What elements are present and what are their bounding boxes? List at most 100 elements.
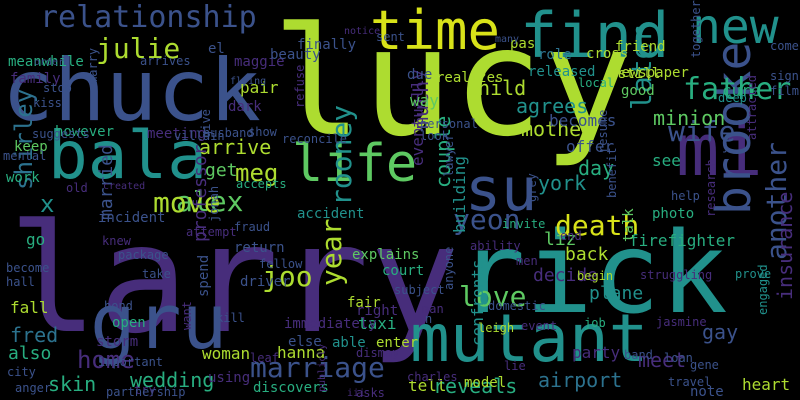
- word-minion: minion: [653, 106, 726, 130]
- word-stop: stop: [43, 81, 72, 95]
- word-back: back: [565, 244, 609, 265]
- word-want: want: [180, 301, 194, 330]
- word-pas: pas: [510, 36, 536, 52]
- word-hall: hall: [6, 275, 35, 289]
- word-reveals: reveals: [433, 374, 518, 398]
- word-enter: enter: [376, 335, 419, 351]
- word-family: family: [10, 71, 61, 87]
- word-lie: lie: [504, 359, 526, 373]
- word-cure: cure: [722, 81, 761, 100]
- word-travel: travel: [668, 375, 712, 389]
- word-personal: personal: [420, 117, 478, 131]
- word-order: order: [34, 57, 65, 68]
- word-attempt: attempt: [186, 225, 237, 239]
- word-fellow: fellow: [259, 257, 303, 271]
- word-loan: loan: [664, 351, 693, 365]
- word-begin: begin: [577, 269, 614, 283]
- word-however: however: [55, 124, 115, 140]
- word-prove: prove: [735, 267, 772, 281]
- word-maggie: maggie: [234, 54, 285, 70]
- word-woman: woman: [202, 344, 251, 363]
- word-package: package: [118, 248, 169, 262]
- word-liz: liz: [544, 229, 577, 250]
- word-move: move: [153, 186, 221, 219]
- word-man: man: [422, 302, 444, 316]
- word-research: research: [704, 159, 718, 217]
- word-job: job: [584, 316, 606, 330]
- word-villain: villain: [174, 129, 225, 143]
- word-hanna: hanna: [277, 343, 326, 362]
- word-men: men: [516, 254, 538, 268]
- word-also: also: [8, 343, 52, 364]
- word-anyone: anyone: [442, 246, 456, 290]
- word-skin: skin: [48, 372, 97, 396]
- word-mi: mi: [676, 108, 763, 192]
- word-many: many: [495, 34, 520, 45]
- word-film: film: [770, 84, 799, 98]
- word-good: good: [621, 83, 655, 99]
- word-el: el: [208, 41, 225, 57]
- word-accident: accident: [297, 206, 365, 222]
- word-lucy: lucy: [272, 0, 634, 170]
- word-asks: asks: [356, 386, 385, 400]
- word-beauty: beauty: [270, 47, 321, 63]
- word-marry: marry: [86, 47, 100, 84]
- word-arrives: arrives: [140, 54, 191, 68]
- word-plane: plane: [589, 283, 644, 304]
- word-bond: bond: [104, 299, 133, 313]
- word-j: j: [722, 139, 730, 153]
- word-mother: mother: [521, 117, 594, 141]
- word-refuse: refuse: [293, 64, 307, 108]
- word-fall: fall: [10, 298, 49, 317]
- word-jonah: jonah: [207, 185, 221, 222]
- word-father: father: [683, 72, 792, 107]
- word-new: new: [692, 0, 779, 55]
- word-newspaper: newspaper: [613, 65, 689, 81]
- word-bala: bala: [48, 117, 207, 194]
- word-due: due: [407, 67, 433, 83]
- word-knew: knew: [102, 234, 131, 248]
- word-give: give: [199, 109, 213, 138]
- word-n: n: [425, 312, 433, 326]
- word-attracted: attracted: [745, 74, 759, 140]
- word-meanwhile: meanwhile: [8, 54, 84, 70]
- word-else: else: [288, 334, 322, 350]
- word-home: home: [77, 346, 135, 374]
- word-meeting: meeting: [147, 126, 207, 142]
- word-explains: explains: [352, 247, 420, 263]
- word-created: created: [103, 181, 146, 192]
- word-gru: gru: [90, 277, 228, 366]
- word-storm: storm: [96, 334, 139, 350]
- word-driver: driver: [240, 274, 291, 290]
- word-marriage: marriage: [250, 351, 385, 384]
- word-domestic: domestic: [488, 299, 546, 313]
- word-ability: ability: [470, 239, 521, 253]
- word-larry: larry: [8, 193, 460, 367]
- word-rooney: rooney: [325, 104, 358, 206]
- word-decide: decide: [533, 265, 599, 286]
- word-joo: joo: [262, 260, 313, 293]
- word-wedding: wedding: [130, 368, 215, 392]
- word-yeon: yeon: [453, 203, 521, 236]
- word-x: x: [40, 190, 55, 218]
- word-discovers: discovers: [253, 380, 329, 396]
- word-go: go: [26, 230, 46, 249]
- word-sign: sign: [770, 69, 799, 83]
- word-flying: flying: [230, 76, 267, 87]
- word-become: become: [6, 261, 50, 275]
- word-deep: deep: [718, 91, 747, 105]
- word-publicly: publicly: [317, 343, 328, 392]
- word-york: york: [538, 171, 587, 195]
- word-immediately: immediately: [284, 316, 377, 332]
- word-band: band: [624, 348, 653, 362]
- word-death: death: [555, 209, 640, 242]
- word-old: old: [66, 181, 88, 195]
- word-notice: notice: [344, 26, 381, 37]
- word-sent: sent: [376, 30, 405, 44]
- word-work: work: [6, 170, 40, 186]
- word-husband: husband: [203, 126, 254, 140]
- word-love: love: [459, 280, 527, 313]
- word-julie: julie: [96, 32, 181, 65]
- word-mutant: mutant: [410, 300, 649, 377]
